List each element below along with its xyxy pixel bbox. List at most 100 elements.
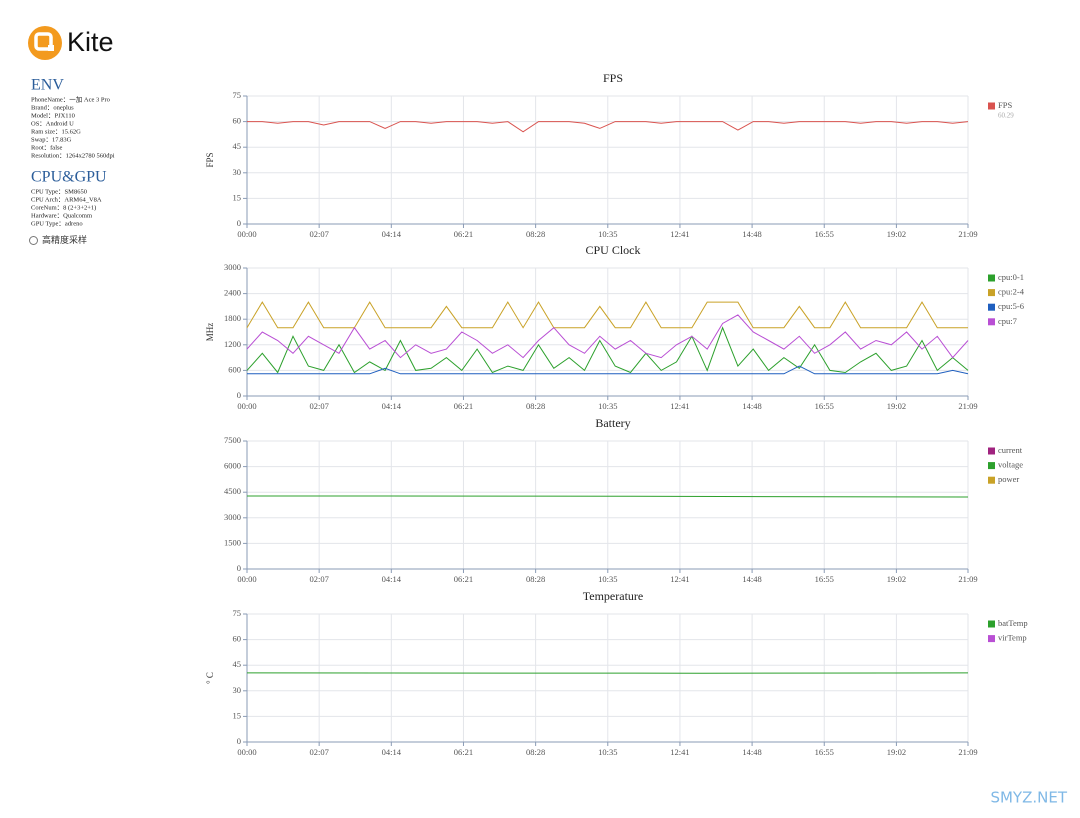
- y-axis-label: FPS: [205, 152, 215, 167]
- legend-label: virTemp: [998, 633, 1027, 643]
- x-tick-label: 21:09: [958, 229, 977, 239]
- y-axis-label: MHz: [205, 323, 215, 342]
- option-label[interactable]: 高精度采样: [42, 234, 87, 245]
- y-tick-label: 0: [237, 736, 241, 746]
- x-tick-label: 02:07: [309, 229, 328, 239]
- x-tick-label: 10:35: [598, 574, 617, 584]
- cpu-line: CPU Type：SM8650: [31, 188, 87, 195]
- legend-label: power: [998, 474, 1019, 484]
- series-line: [247, 365, 969, 375]
- env-line: Root：false: [31, 144, 63, 151]
- legend-label: cpu:0-1: [998, 272, 1024, 282]
- legend-label: FPS: [998, 100, 1012, 110]
- x-tick-label: 02:07: [309, 747, 328, 757]
- x-tick-label: 00:00: [237, 747, 256, 757]
- x-tick-label: 16:55: [815, 229, 834, 239]
- x-tick-label: 04:14: [382, 401, 402, 411]
- x-tick-label: 08:28: [526, 574, 545, 584]
- legend-value: 60.29: [998, 112, 1014, 120]
- cpu-line: GPU Type：adreno: [31, 220, 83, 227]
- logo-glyph: [34, 32, 53, 51]
- env-line: PhoneName：一加 Ace 3 Pro: [31, 94, 110, 103]
- cpu-line: CPU Arch：ARM64_V8A: [31, 196, 102, 203]
- x-tick-label: 16:55: [815, 574, 834, 584]
- y-tick-label: 6000: [224, 461, 241, 471]
- y-tick-label: 4500: [224, 486, 241, 496]
- y-tick-label: 60: [233, 634, 242, 644]
- legend-label: cpu:5-6: [998, 301, 1024, 311]
- series-line: [246, 495, 969, 498]
- legend-swatch: [988, 476, 995, 484]
- y-tick-label: 75: [233, 90, 242, 100]
- legend-label: batTemp: [998, 618, 1028, 628]
- legend-label: current: [998, 445, 1023, 455]
- logo-glyph: [48, 45, 54, 51]
- x-tick-label: 12:41: [670, 401, 689, 411]
- x-tick-label: 04:14: [382, 229, 402, 239]
- cpu-line: Hardware：Qualcomm: [31, 212, 92, 219]
- y-tick-label: 600: [228, 364, 241, 374]
- env-line: Model：PJX110: [31, 112, 75, 119]
- cpu-line: CoreNum：8 (2+3+2+1): [31, 204, 96, 211]
- env-line: OS：Android U: [31, 120, 74, 127]
- legend-swatch: [988, 318, 995, 326]
- y-tick-label: 0: [237, 390, 241, 400]
- x-tick-label: 21:09: [958, 747, 977, 757]
- y-tick-label: 15: [233, 710, 242, 720]
- x-tick-label: 16:55: [815, 401, 834, 411]
- logo-text: Kite: [67, 27, 114, 57]
- radio[interactable]: [29, 236, 38, 245]
- x-tick-label: 08:28: [526, 747, 545, 757]
- y-axis-label: ° C: [205, 672, 215, 684]
- x-tick-label: 14:48: [742, 401, 761, 411]
- x-tick-label: 04:14: [382, 747, 402, 757]
- chart-title: CPU Clock: [585, 243, 640, 257]
- legend-label: cpu:2-4: [998, 287, 1025, 297]
- y-tick-label: 7500: [224, 435, 241, 445]
- y-tick-label: 15: [233, 192, 242, 202]
- y-tick-label: 45: [233, 659, 242, 669]
- x-tick-label: 08:28: [526, 229, 545, 239]
- chart-title: Temperature: [583, 589, 643, 603]
- x-tick-label: 06:21: [454, 574, 473, 584]
- y-tick-label: 3000: [224, 512, 241, 522]
- x-tick-label: 14:48: [742, 574, 761, 584]
- env-line: Resolution：1264x2780 560dpi: [31, 152, 115, 159]
- y-tick-label: 1500: [224, 537, 241, 547]
- x-tick-label: 04:14: [382, 574, 402, 584]
- x-tick-label: 02:07: [309, 401, 328, 411]
- chart-title: FPS: [603, 71, 623, 85]
- x-tick-label: 00:00: [237, 229, 256, 239]
- legend-label: voltage: [998, 460, 1023, 470]
- x-tick-label: 16:55: [815, 747, 834, 757]
- x-tick-label: 06:21: [454, 401, 473, 411]
- legend-label: cpu:7: [998, 316, 1017, 326]
- y-tick-label: 30: [233, 685, 242, 695]
- x-tick-label: 19:02: [887, 401, 906, 411]
- series-line: [246, 301, 968, 329]
- x-tick-label: 19:02: [887, 229, 906, 239]
- env-title: ENV: [31, 77, 64, 94]
- x-tick-label: 14:48: [742, 229, 761, 239]
- legend-swatch: [988, 462, 995, 470]
- y-tick-label: 45: [233, 141, 242, 151]
- x-tick-label: 12:41: [670, 229, 689, 239]
- y-tick-label: 75: [233, 608, 242, 618]
- x-tick-label: 08:28: [526, 401, 545, 411]
- env-line: Ram size：15.62G: [31, 128, 81, 135]
- x-tick-label: 19:02: [887, 747, 906, 757]
- legend-swatch: [988, 447, 995, 455]
- logo-icon: [28, 26, 62, 60]
- x-tick-label: 14:48: [742, 747, 761, 757]
- y-tick-label: 3000: [224, 262, 241, 272]
- x-tick-label: 06:21: [454, 229, 473, 239]
- y-tick-label: 1200: [224, 339, 241, 349]
- x-tick-label: 21:09: [958, 574, 977, 584]
- series-line: [247, 121, 969, 133]
- env-line: Swap：17.83G: [31, 136, 72, 143]
- legend-swatch: [988, 289, 995, 297]
- y-tick-label: 0: [237, 218, 241, 228]
- x-tick-label: 00:00: [237, 574, 256, 584]
- legend-swatch: [988, 303, 995, 311]
